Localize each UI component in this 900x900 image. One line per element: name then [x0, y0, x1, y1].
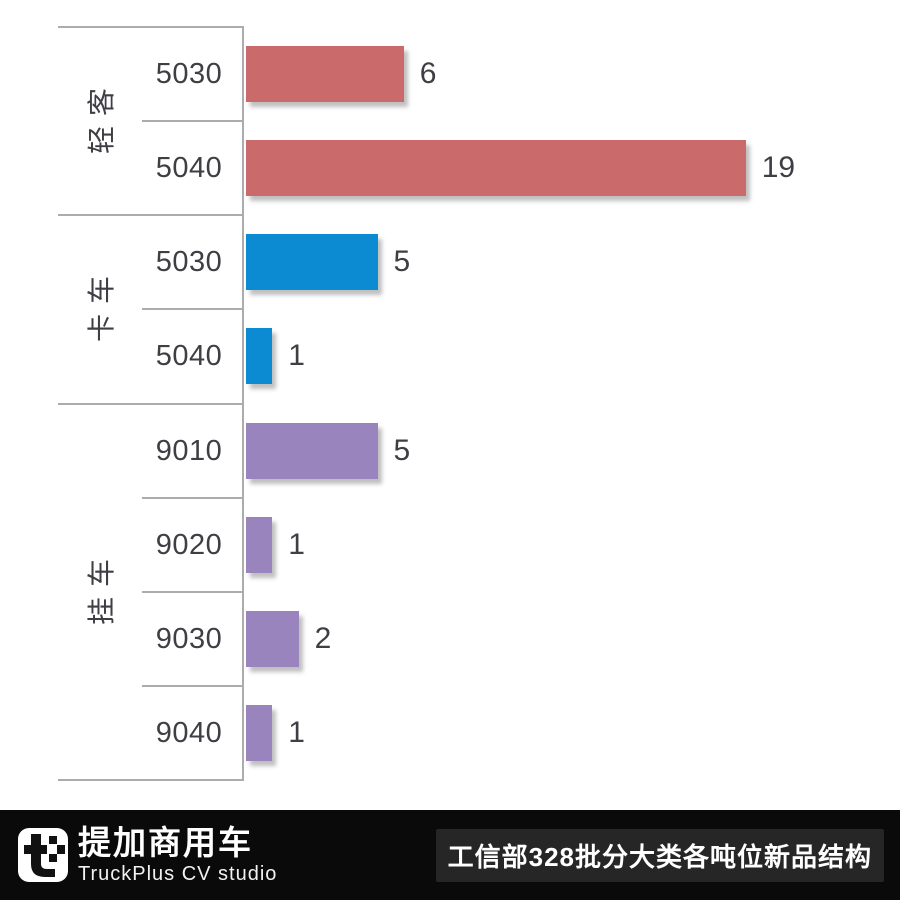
category-label: 5040	[155, 152, 223, 185]
tonnage-bar-chart: 轻客卡车挂车 5030 6 5040 19 5030 5 5040 1 9010 5 9020 1 90…	[58, 26, 796, 781]
data-bar	[246, 422, 378, 479]
category-label: 9010	[155, 434, 223, 467]
category-label: 5040	[155, 340, 223, 373]
value-label: 6	[419, 57, 437, 91]
value-label: 1	[288, 339, 305, 373]
group-label-text: 挂车	[86, 548, 118, 625]
truckplus-logo-icon	[18, 828, 68, 882]
category-label: 5030	[155, 58, 223, 90]
data-bar	[246, 140, 746, 197]
value-label: 2	[314, 621, 332, 655]
category-label: 9020	[155, 528, 223, 561]
value-label: 1	[288, 527, 305, 561]
category-label: 9040	[155, 716, 223, 749]
group-separator-line	[58, 779, 244, 781]
brand-name-cn: 提加商用车	[78, 824, 253, 861]
group-label-text: 卡车	[86, 266, 118, 343]
group-label-text: 轻客	[86, 78, 118, 155]
group-label: 挂车	[58, 404, 142, 781]
category-label: 9030	[155, 622, 223, 655]
group-separator-line	[58, 402, 244, 405]
data-bar	[246, 704, 273, 761]
value-label: 5	[393, 245, 411, 279]
group-separator-line	[58, 214, 244, 217]
category-separator-line	[142, 496, 244, 499]
data-bar	[246, 328, 273, 385]
group-label: 卡车	[58, 215, 142, 403]
group-separator-line	[58, 26, 244, 28]
data-bar	[246, 46, 404, 103]
data-bar	[246, 234, 378, 291]
group-label: 轻客	[58, 27, 142, 215]
category-separator-line	[142, 120, 244, 123]
brand-name-en: TruckPlus CV studio	[78, 863, 278, 885]
category-label: 5030	[155, 246, 223, 279]
data-bar	[246, 516, 273, 573]
footer: 提加商用车 TruckPlus CV studio 工信部328批分大类各吨位新…	[0, 810, 900, 900]
category-axis-line	[242, 26, 244, 781]
data-bar	[246, 610, 299, 667]
category-separator-line	[142, 590, 244, 593]
brand-text: 提加商用车 TruckPlus CV studio	[78, 826, 277, 884]
category-separator-line	[142, 684, 244, 687]
value-label: 19	[761, 151, 796, 185]
category-separator-line	[142, 308, 244, 311]
value-label: 5	[393, 433, 411, 467]
value-label: 1	[288, 715, 305, 749]
brand: 提加商用车 TruckPlus CV studio	[18, 826, 277, 884]
chart-title: 工信部328批分大类各吨位新品结构	[435, 828, 884, 882]
